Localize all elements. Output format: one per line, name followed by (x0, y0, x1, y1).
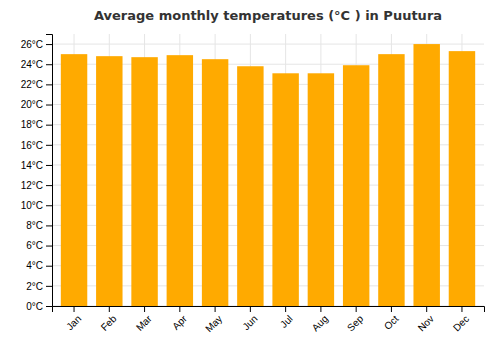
bar (449, 51, 475, 306)
tick-mark (461, 306, 462, 312)
tick: May (203, 306, 224, 334)
tick-label: 14°C (21, 160, 43, 171)
tick-label: 24°C (21, 59, 43, 70)
tick-mark (46, 266, 52, 267)
tick-mark (109, 306, 110, 312)
tick-label: 18°C (21, 119, 43, 130)
tick-mark (250, 306, 251, 312)
tick-label: 4°C (26, 260, 43, 271)
tick: Dec (451, 306, 471, 333)
tick: 0°C (26, 301, 52, 312)
tick-mark (144, 306, 145, 312)
tick: 6°C (26, 240, 52, 251)
tick: Jul (278, 306, 295, 330)
tick: 14°C (21, 160, 52, 171)
tick: Feb (99, 306, 119, 333)
tick-label: 20°C (21, 99, 43, 110)
tick-mark (46, 225, 52, 226)
tick: 8°C (26, 220, 52, 231)
tick: 20°C (21, 99, 52, 110)
tick-label: Feb (99, 313, 119, 333)
tick-mark (179, 306, 180, 312)
tick-mark (46, 246, 52, 247)
tick-label: 16°C (21, 140, 43, 151)
tick: Nov (416, 306, 436, 333)
tick-mark (320, 306, 321, 312)
tick-mark (46, 205, 52, 206)
bar (413, 44, 439, 306)
tick: 18°C (21, 119, 52, 130)
bar (308, 73, 334, 306)
tick-label: Jan (64, 313, 83, 332)
bar (272, 73, 298, 306)
tick-mark (215, 306, 216, 312)
tick-mark (391, 306, 392, 312)
tick-mark (74, 306, 75, 312)
tick-label: Dec (451, 313, 471, 333)
tick: Sep (345, 306, 366, 333)
bar (343, 65, 369, 306)
tick-label: 10°C (21, 200, 43, 211)
tick-mark (356, 306, 357, 312)
bar (202, 59, 228, 306)
tick: Oct (382, 306, 401, 332)
bar (96, 56, 122, 306)
tick-label: Sep (345, 313, 366, 334)
axis-line (53, 307, 485, 313)
x-axis: Jan Feb Mar Apr May Jun Jul Aug Sep Oct Nov Dec (53, 306, 485, 334)
tick-label: 2°C (26, 281, 43, 292)
bar (61, 54, 87, 306)
tick-label: Jul (278, 313, 295, 330)
tick-label: Jun (240, 313, 259, 332)
tick-label: Aug (310, 313, 330, 333)
tick-label: 8°C (26, 220, 43, 231)
tick-label: May (203, 313, 224, 334)
tick-label: 6°C (26, 240, 43, 251)
grid (52, 34, 484, 306)
chart: 0°C 2°C 4°C 6°C 8°C 10°C 12°C 14°C 16°C 18°C 20°C 2… (0, 0, 500, 350)
tick-mark (46, 165, 52, 166)
tick: 12°C (21, 180, 52, 191)
bar (167, 55, 193, 306)
tick: Jun (240, 306, 259, 332)
tick-label: 22°C (21, 79, 43, 90)
bar (131, 57, 157, 306)
tick-label: Nov (416, 313, 436, 333)
tick-mark (46, 105, 52, 106)
tick-mark (46, 145, 52, 146)
tick: 2°C (26, 281, 52, 292)
tick-mark (46, 44, 52, 45)
tick: 26°C (21, 39, 52, 50)
tick-label: 0°C (26, 301, 43, 312)
tick-mark (46, 125, 52, 126)
tick: 10°C (21, 200, 52, 211)
tick: Mar (134, 306, 154, 333)
tick: 4°C (26, 260, 52, 271)
bars (61, 44, 475, 306)
tick: 16°C (21, 140, 52, 151)
title: Average monthly temperatures (°C ) in Pu… (94, 8, 442, 23)
tick-label: Mar (134, 313, 154, 333)
tick: 24°C (21, 59, 52, 70)
tick-mark (426, 306, 427, 312)
tick-mark (46, 286, 52, 287)
bar (378, 54, 404, 306)
tick: Apr (170, 306, 189, 332)
tick-label: Apr (170, 313, 189, 332)
tick-label: 26°C (21, 39, 43, 50)
tick: Aug (310, 306, 330, 333)
tick-label: 12°C (21, 180, 43, 191)
tick-mark (46, 306, 52, 307)
tick-mark (46, 84, 52, 85)
axis-line (46, 35, 53, 307)
tick-label: Oct (382, 313, 401, 332)
tick-mark (46, 64, 52, 65)
bar (237, 66, 263, 306)
plot: 0°C 2°C 4°C 6°C 8°C 10°C 12°C 14°C 16°C 18°C 20°C 2… (21, 34, 485, 334)
tick-mark (285, 306, 286, 312)
tick: 22°C (21, 79, 52, 90)
tick: Jan (64, 306, 83, 332)
y-axis: 0°C 2°C 4°C 6°C 8°C 10°C 12°C 14°C 16°C 18°C 20°C 2… (21, 35, 53, 312)
tick-mark (46, 185, 52, 186)
